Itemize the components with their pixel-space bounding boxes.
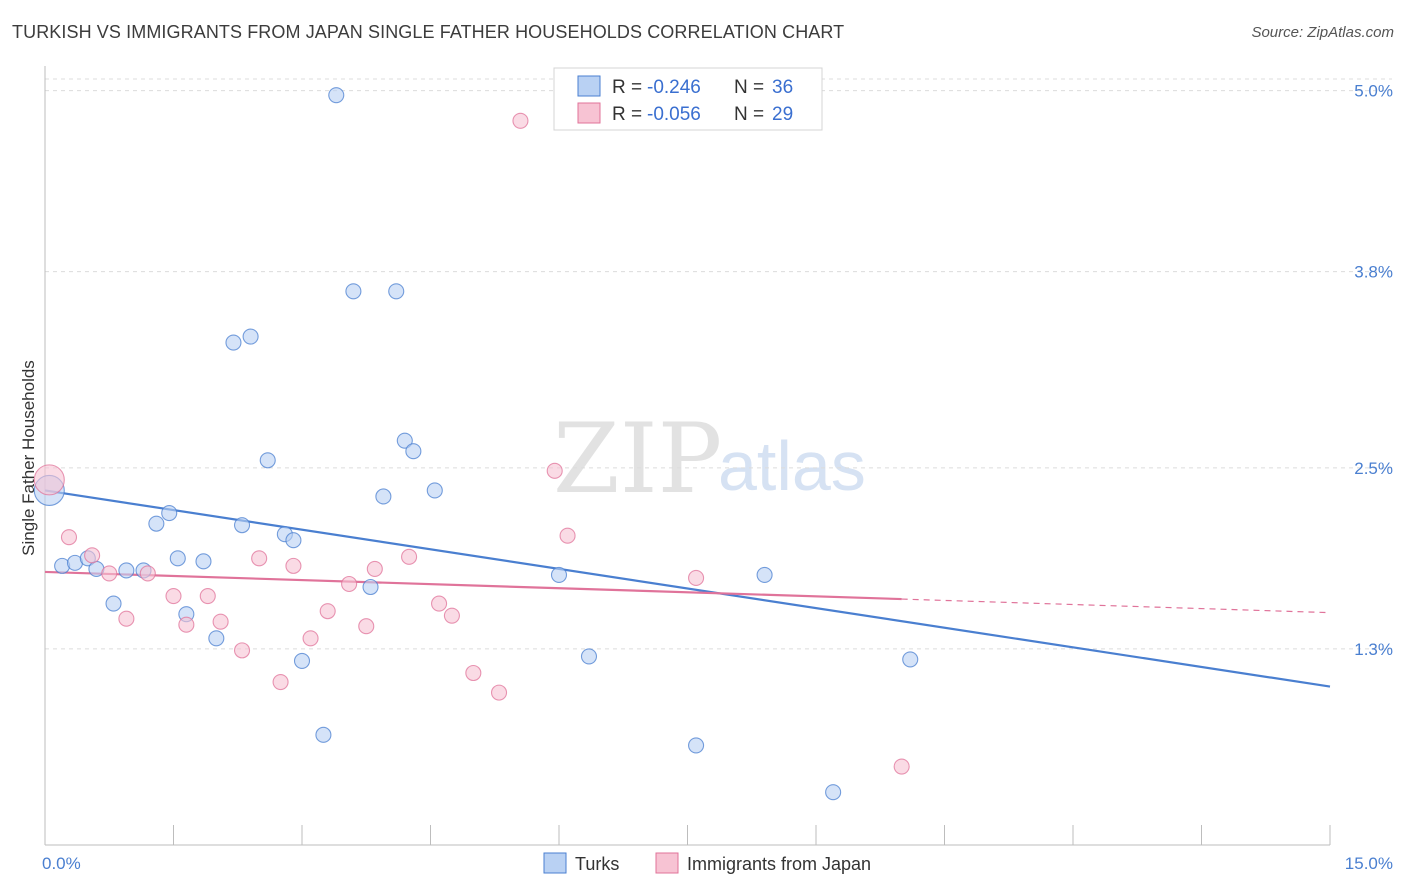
japan-point bbox=[431, 595, 448, 612]
japan-point bbox=[302, 630, 319, 647]
legend-n-label: N = bbox=[734, 77, 764, 98]
japan-point bbox=[490, 684, 508, 701]
trend-lines bbox=[44, 489, 1331, 688]
y-axis-title: Single Father Households bbox=[19, 360, 38, 556]
japan-point bbox=[251, 550, 268, 567]
turks-point bbox=[580, 648, 598, 665]
bottom-legend: Turks Immigrants from Japan bbox=[543, 852, 871, 874]
japan-point bbox=[84, 547, 101, 564]
japan-point bbox=[443, 607, 460, 624]
x-tick-label: 0.0% bbox=[42, 854, 81, 873]
y-tick-label: 1.3% bbox=[1354, 640, 1393, 659]
japan-point bbox=[358, 618, 375, 635]
japan-point bbox=[512, 112, 529, 129]
japan-point bbox=[139, 565, 156, 582]
turks-point bbox=[169, 550, 186, 567]
chart-title: TURKISH VS IMMIGRANTS FROM JAPAN SINGLE … bbox=[12, 22, 845, 42]
japan-point bbox=[212, 613, 229, 630]
turks-point bbox=[362, 578, 379, 596]
japan-point bbox=[178, 616, 195, 633]
turks-point bbox=[756, 566, 773, 583]
turks-point bbox=[688, 737, 705, 754]
turks-point bbox=[285, 532, 302, 549]
turks-point bbox=[375, 488, 392, 505]
watermark: ZIP atlas bbox=[553, 403, 866, 515]
trend-line-extension bbox=[901, 598, 1331, 614]
japan-point bbox=[465, 664, 482, 682]
y-tick-label: 2.5% bbox=[1354, 459, 1393, 478]
y-tick-label: 5.0% bbox=[1354, 82, 1393, 101]
japan-point bbox=[33, 464, 65, 496]
japan-point bbox=[341, 575, 358, 593]
turks-point bbox=[426, 482, 443, 499]
legend-swatch-turks bbox=[577, 75, 601, 97]
axes bbox=[44, 66, 1331, 846]
turks-point bbox=[396, 432, 413, 449]
turks-point bbox=[148, 515, 165, 532]
japan-point bbox=[118, 610, 135, 627]
bottom-legend-swatch-turks bbox=[543, 852, 567, 874]
bottom-legend-swatch-japan bbox=[655, 852, 679, 874]
japan-point bbox=[60, 529, 78, 546]
legend-swatch-japan bbox=[577, 102, 601, 124]
watermark-zip: ZIP bbox=[553, 403, 722, 515]
ticks: 1.3% 2.5% 3.8% 5.0% 0.0% 15.0% bbox=[42, 82, 1393, 873]
turks-point bbox=[195, 553, 212, 570]
watermark-atlas: atlas bbox=[718, 427, 866, 505]
turks-point bbox=[161, 505, 178, 522]
chart-source: Source: ZipAtlas.com bbox=[1251, 24, 1394, 41]
turks-point bbox=[242, 328, 259, 345]
turks-point bbox=[293, 652, 311, 669]
turks-point bbox=[208, 630, 225, 647]
japan-point bbox=[366, 560, 383, 577]
trend-line bbox=[44, 489, 1331, 688]
japan-point bbox=[199, 588, 216, 605]
legend: R = -0.246 N = 36 R = -0.056 N = 29 bbox=[553, 67, 823, 131]
legend-r-value: -0.056 bbox=[647, 104, 701, 125]
japan-point bbox=[233, 642, 251, 659]
turks-point bbox=[550, 566, 568, 583]
bottom-legend-label: Immigrants from Japan bbox=[687, 854, 871, 874]
turks-point bbox=[315, 726, 332, 743]
turks-point bbox=[118, 562, 135, 579]
turks-point bbox=[225, 334, 242, 351]
legend-r-value: -0.246 bbox=[647, 77, 701, 98]
turks-point bbox=[345, 283, 362, 300]
legend-n-label: N = bbox=[734, 104, 764, 125]
japan-point bbox=[285, 557, 302, 574]
turks-point bbox=[233, 517, 251, 534]
legend-n-value: 29 bbox=[772, 104, 793, 125]
legend-n-value: 36 bbox=[772, 77, 793, 98]
japan-point bbox=[893, 758, 910, 775]
japan-point bbox=[401, 548, 418, 565]
japan-point bbox=[319, 603, 336, 620]
turks-point bbox=[388, 283, 405, 300]
japan-point bbox=[101, 565, 118, 582]
turks-point bbox=[105, 595, 122, 612]
turks-point bbox=[259, 452, 276, 469]
turks-point bbox=[902, 651, 919, 668]
turks-point bbox=[825, 784, 842, 801]
japan-point bbox=[688, 569, 705, 587]
turks-point bbox=[405, 443, 422, 460]
japan-point bbox=[165, 588, 182, 605]
y-tick-label: 3.8% bbox=[1354, 263, 1393, 282]
legend-r-label: R = bbox=[612, 104, 642, 125]
turks-point bbox=[328, 87, 345, 104]
data-points bbox=[33, 87, 919, 801]
japan-point bbox=[272, 674, 289, 691]
japan-point bbox=[559, 527, 576, 544]
x-tick-label: 15.0% bbox=[1345, 854, 1393, 873]
bottom-legend-label: Turks bbox=[575, 854, 619, 874]
japan-point bbox=[546, 462, 563, 479]
legend-r-label: R = bbox=[612, 77, 642, 98]
grid bbox=[45, 78, 1392, 650]
trend-line bbox=[44, 570, 902, 601]
